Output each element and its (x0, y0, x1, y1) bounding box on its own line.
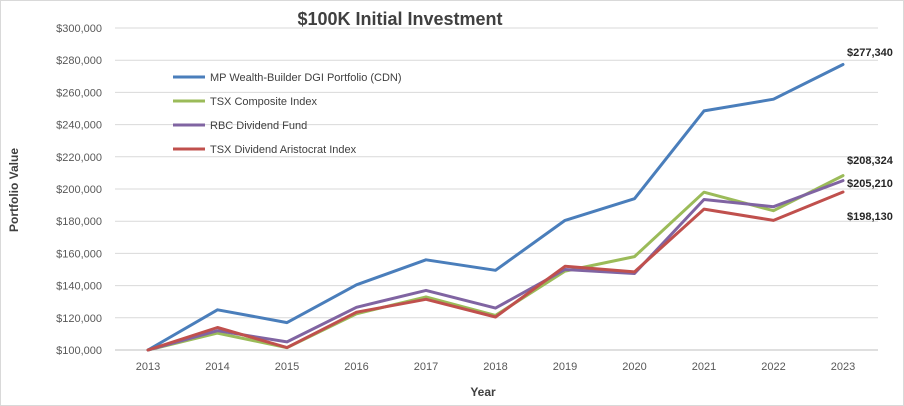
x-tick-label: 2022 (761, 361, 785, 373)
y-tick-label: $160,000 (56, 248, 102, 260)
y-tick-label: $100,000 (56, 345, 102, 357)
x-tick-label: 2013 (136, 361, 160, 373)
series-lines (146, 63, 845, 352)
x-tick-label: 2020 (622, 361, 646, 373)
y-tick-label: $300,000 (56, 23, 102, 35)
x-axis-title: Year (470, 385, 496, 399)
end-value-labels: $277,340 $208,324 $205,210 $198,130 (847, 47, 894, 223)
gridlines (115, 27, 878, 351)
chart-title: $100K Initial Investment (297, 9, 502, 29)
x-tick-label: 2021 (692, 361, 716, 373)
y-tick-label: $120,000 (56, 313, 102, 325)
y-tick-label: $260,000 (56, 87, 102, 99)
end-label-rbc-dividend-fund: $205,210 (847, 178, 893, 190)
x-tick-label: 2016 (344, 361, 368, 373)
y-tick-label: $240,000 (56, 120, 102, 132)
legend-label-tsx-composite-index: TSX Composite Index (210, 96, 317, 108)
x-tick-label: 2023 (831, 361, 855, 373)
y-axis-tick-labels: $100,000 $120,000 $140,000 $160,000 $180,000… (56, 23, 102, 357)
y-axis-title: Portfolio Value (7, 148, 21, 232)
y-tick-label: $280,000 (56, 55, 102, 67)
legend-label-mp-wealth-builder-dgi-portfolio-cdn: MP Wealth-Builder DGI Portfolio (CDN) (210, 72, 402, 84)
series-line-tsx-dividend-aristocrat-index (146, 190, 845, 352)
end-label-tsx-composite-index: $208,324 (847, 155, 894, 167)
end-label-mp-wealth-builder-dgi-portfolio-cdn: $277,340 (847, 47, 893, 59)
series-line-rbc-dividend-fund (146, 179, 845, 352)
x-axis-tick-labels: 2013 2014 2015 2016 2017 2018 2019 2020 2021 2022… (136, 361, 855, 373)
y-tick-label: $220,000 (56, 152, 102, 164)
y-tick-label: $200,000 (56, 184, 102, 196)
legend-label-tsx-dividend-aristocrat-index: TSX Dividend Aristocrat Index (210, 144, 357, 156)
x-tick-label: 2018 (483, 361, 507, 373)
x-tick-label: 2019 (553, 361, 577, 373)
legend-label-rbc-dividend-fund: RBC Dividend Fund (210, 120, 307, 132)
x-tick-label: 2015 (275, 361, 299, 373)
series-line-mp-wealth-builder-dgi-portfolio-cdn (146, 63, 845, 352)
y-tick-label: $180,000 (56, 216, 102, 228)
x-tick-label: 2014 (205, 361, 229, 373)
legend: MP Wealth-Builder DGI Portfolio (CDN) TSX… (173, 72, 402, 156)
end-label-tsx-dividend-aristocrat-index: $198,130 (847, 211, 893, 223)
x-tick-label: 2017 (414, 361, 438, 373)
y-tick-label: $140,000 (56, 281, 102, 293)
